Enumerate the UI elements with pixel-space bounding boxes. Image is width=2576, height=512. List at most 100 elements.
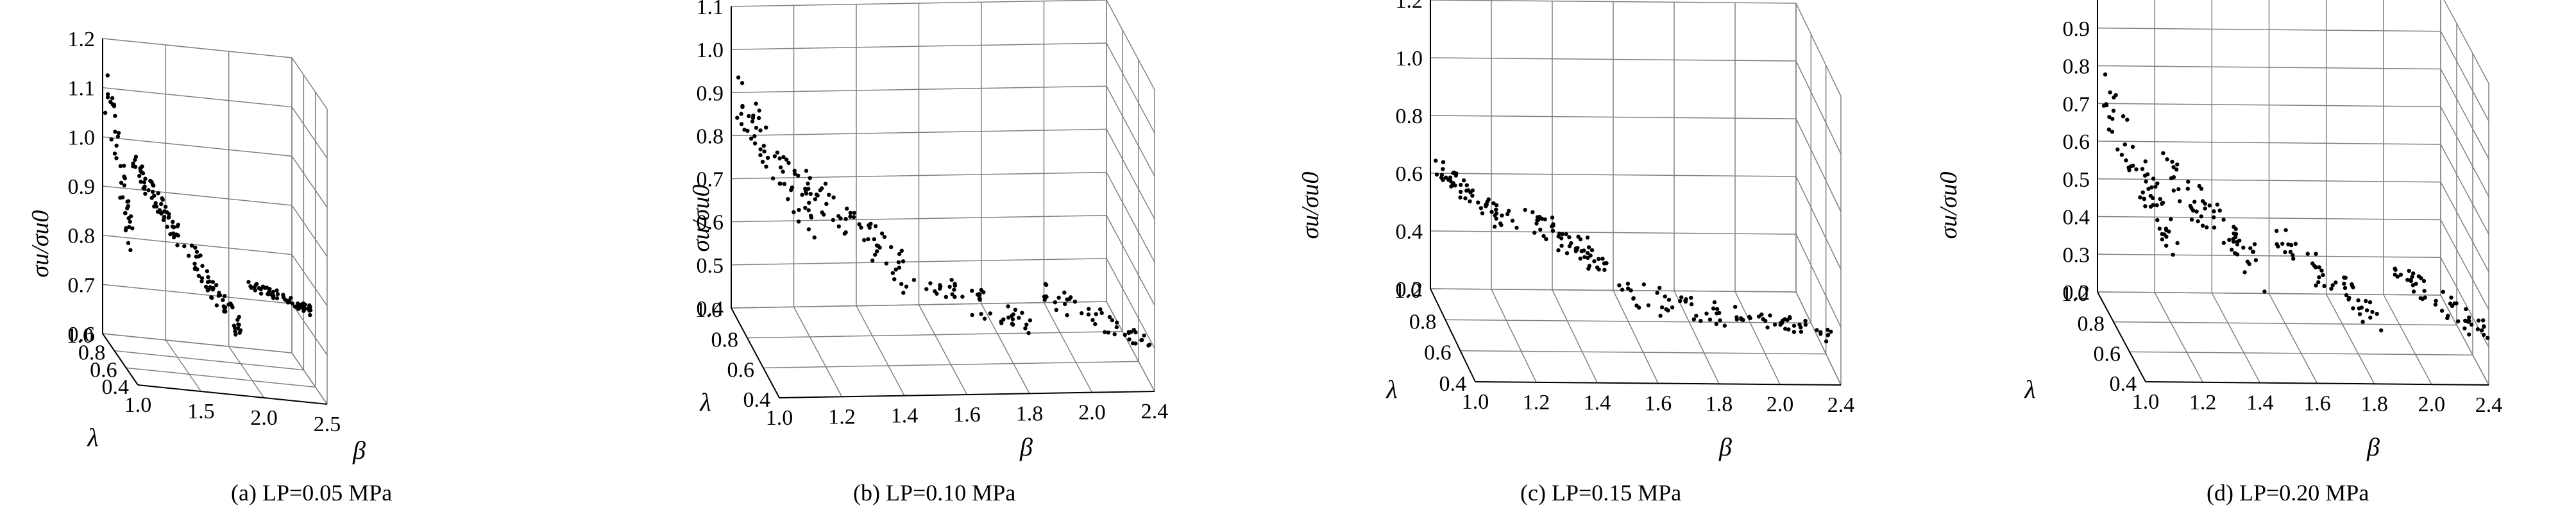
data-point [859, 225, 863, 230]
data-point [1112, 332, 1117, 337]
z-grid-line [731, 85, 1155, 176]
data-point [1494, 203, 1499, 208]
axis-lines [102, 38, 328, 405]
data-point [257, 286, 261, 291]
data-point [2207, 203, 2212, 208]
data-point [803, 189, 808, 194]
data-point [116, 131, 121, 135]
floor-grid-lambda [763, 361, 1139, 369]
z-tick-label: 1.2 [1396, 0, 1423, 13]
data-point [2125, 117, 2130, 122]
data-point [1637, 305, 1641, 310]
data-point [155, 209, 160, 214]
data-point [2186, 180, 2190, 184]
data-point [944, 294, 949, 300]
beta-axis-title: β [1718, 432, 1732, 461]
panel-caption: (c) LP=0.15 MPa [1520, 480, 1681, 506]
data-point [140, 164, 144, 169]
floor-grid-beta [165, 339, 201, 392]
data-point [160, 198, 165, 202]
data-point [1559, 243, 1564, 248]
data-point [200, 264, 205, 268]
scatter-points [1434, 158, 1833, 344]
data-point [140, 171, 146, 176]
z-tick-label: 0.8 [2063, 55, 2090, 79]
data-point [1641, 282, 1646, 287]
beta-axis-line [2145, 381, 2489, 386]
beta-axis-title: β [2366, 432, 2380, 461]
data-point [1679, 295, 1684, 300]
beta-tick-label: 2.4 [2475, 393, 2503, 417]
data-point [1523, 207, 1527, 212]
data-point [1476, 200, 1480, 205]
z-grid-line [102, 136, 328, 208]
z-grid-line [731, 128, 1155, 219]
data-point [2454, 301, 2459, 306]
data-point [2121, 114, 2126, 119]
beta-tick-label: 2.0 [250, 406, 278, 430]
data-point [2176, 187, 2181, 191]
data-point [2283, 250, 2287, 255]
data-point [2215, 202, 2219, 207]
data-point [2233, 232, 2239, 236]
data-point [1463, 196, 1468, 201]
data-point [896, 260, 901, 264]
data-point [275, 288, 279, 293]
lambda-axis-title: λ [87, 423, 98, 452]
data-point [110, 96, 115, 101]
z-grid-line [2097, 253, 2489, 348]
z-grid-line [1430, 173, 1842, 270]
z-grid-line [2097, 178, 2489, 273]
data-point [1759, 312, 1764, 317]
data-point [751, 114, 756, 118]
data-point [2433, 302, 2438, 307]
data-point [296, 302, 301, 307]
beta-axis-line [1475, 381, 1842, 386]
data-point [806, 227, 811, 232]
data-point [806, 208, 811, 212]
data-point [953, 294, 957, 299]
data-point [1646, 303, 1651, 308]
data-point [221, 304, 226, 309]
data-point [1658, 313, 1663, 318]
beta-tick-label: 1.6 [1645, 392, 1672, 416]
data-point [150, 189, 155, 194]
z-grid-line [731, 301, 1155, 392]
data-point [2360, 320, 2365, 324]
data-point [924, 287, 929, 291]
data-point [2410, 275, 2414, 279]
grid-lines [1430, 0, 1842, 386]
beta-tick-label: 1.4 [891, 404, 919, 428]
data-point [199, 279, 204, 284]
data-point [1468, 190, 1473, 194]
data-point [2227, 237, 2232, 242]
data-point [1127, 337, 1131, 342]
data-point [1602, 261, 1607, 266]
beta-tick-label: 1.2 [1523, 391, 1550, 414]
data-point [182, 244, 187, 248]
data-point [112, 151, 117, 156]
data-point [1711, 306, 1716, 311]
data-point [1666, 298, 1672, 302]
data-point [806, 182, 810, 186]
data-point [1094, 312, 1099, 316]
data-point [2481, 318, 2486, 323]
data-point [1044, 294, 1049, 299]
beta-tick-label: 2.0 [1078, 401, 1106, 425]
data-point [142, 187, 147, 191]
data-point [2467, 332, 2471, 337]
data-point [2111, 108, 2116, 113]
data-point [1768, 313, 1772, 318]
data-point [2192, 200, 2197, 204]
data-point [192, 261, 197, 266]
data-point [2351, 285, 2355, 290]
data-point [2188, 203, 2192, 209]
data-point [125, 200, 130, 204]
panel-c: 0.2 0.4 0.6 0.8 1.0 1.2 1.0 1.2 1.4 1.6 1.8 2.0 2.4 0… [1297, 0, 1854, 506]
data-point [772, 154, 777, 158]
data-point [1510, 218, 1515, 223]
z-tick-label: 0.9 [68, 175, 96, 199]
data-point [105, 73, 110, 78]
data-point [812, 235, 817, 240]
